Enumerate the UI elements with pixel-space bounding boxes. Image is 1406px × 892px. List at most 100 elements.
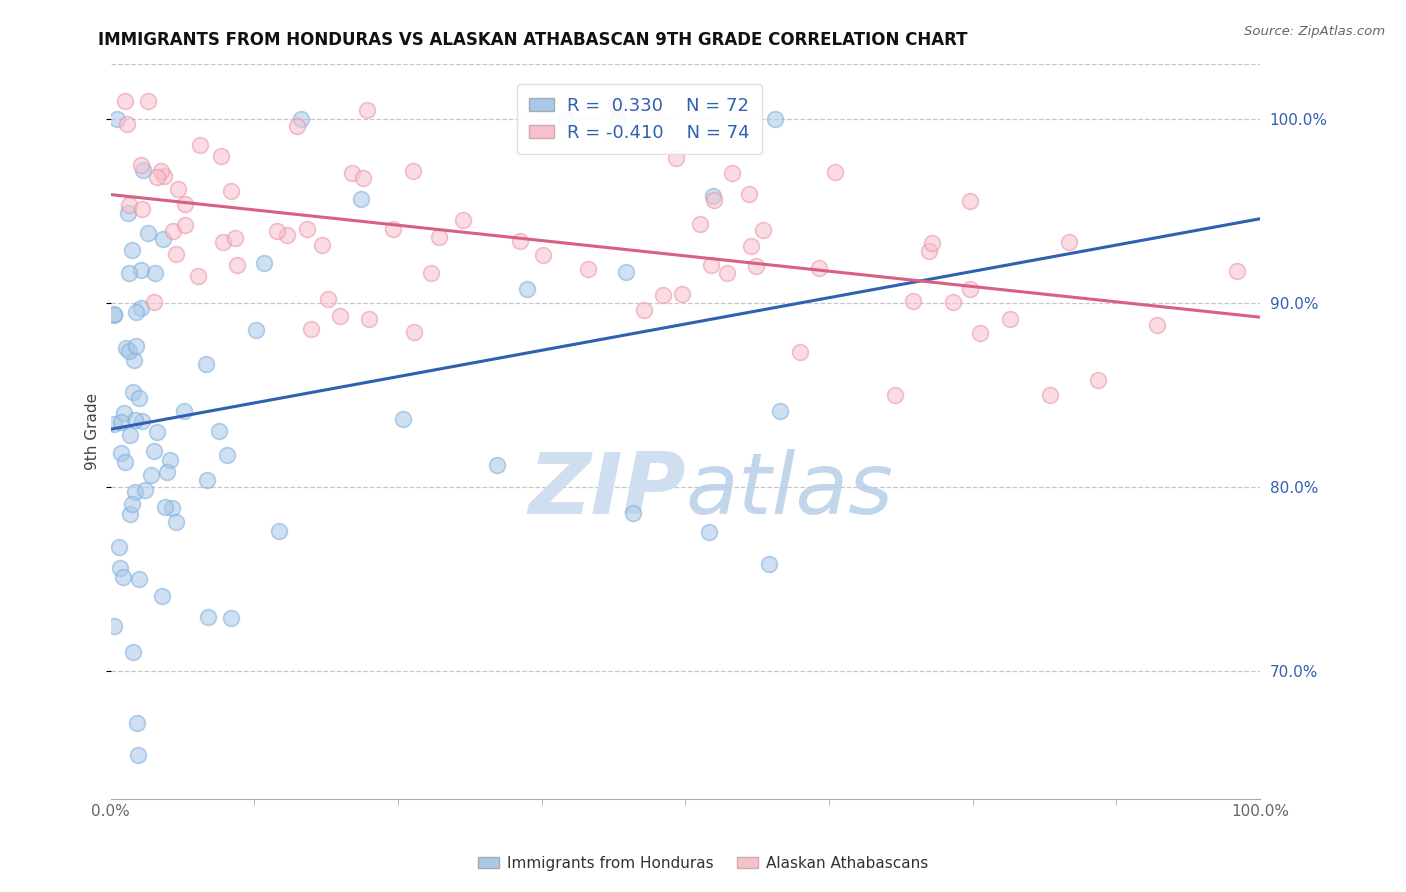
Point [959, 282, 981, 296]
Point [125, 305, 148, 319]
Point [103, 417, 125, 432]
Point [195, 473, 218, 487]
Point [253, 256, 276, 270]
Point [143, 267, 166, 281]
Point [224, 231, 246, 245]
Point [340, 166, 363, 180]
Point [118, 343, 141, 358]
Point [969, 326, 991, 340]
Point [531, 248, 554, 262]
Point [159, 453, 181, 467]
Point [165, 247, 187, 261]
Point [165, 516, 187, 530]
Point [824, 164, 846, 178]
Point [132, 163, 155, 178]
Point [1057, 235, 1080, 249]
Point [381, 222, 404, 236]
Point [215, 448, 238, 462]
Point [1146, 318, 1168, 332]
Point [103, 308, 125, 322]
Point [689, 217, 711, 231]
Point [209, 148, 232, 162]
Point [1087, 373, 1109, 387]
Point [152, 169, 174, 183]
Point [118, 266, 141, 280]
Point [352, 170, 374, 185]
Point [357, 312, 380, 326]
Point [211, 235, 233, 250]
Point [267, 524, 290, 538]
Point [152, 232, 174, 246]
Point [150, 164, 173, 178]
Point [124, 339, 146, 353]
Point [112, 406, 135, 420]
Text: Source: ZipAtlas.com: Source: ZipAtlas.com [1244, 25, 1385, 38]
Point [128, 391, 150, 405]
Point [758, 557, 780, 571]
Point [1038, 388, 1060, 402]
Point [136, 94, 159, 108]
Point [142, 444, 165, 458]
Point [136, 226, 159, 240]
Point [110, 445, 132, 459]
Point [287, 119, 309, 133]
Point [402, 325, 425, 339]
Legend: Immigrants from Honduras, Alaskan Athabascans: Immigrants from Honduras, Alaskan Athaba… [472, 850, 934, 877]
Point [145, 169, 167, 184]
Point [419, 266, 441, 280]
Point [605, 96, 627, 111]
Point [311, 238, 333, 252]
Y-axis label: 9th Grade: 9th Grade [86, 393, 100, 470]
Point [221, 611, 243, 625]
Point [124, 413, 146, 427]
Point [702, 189, 724, 203]
Point [614, 265, 637, 279]
Point [114, 455, 136, 469]
Point [808, 261, 831, 276]
Point [131, 414, 153, 428]
Point [103, 619, 125, 633]
Point [219, 185, 242, 199]
Point [173, 404, 195, 418]
Point [745, 259, 768, 273]
Point [114, 94, 136, 108]
Point [299, 321, 322, 335]
Point [118, 198, 141, 212]
Point [117, 206, 139, 220]
Point [740, 239, 762, 253]
Point [155, 500, 177, 515]
Point [509, 234, 531, 248]
Point [160, 501, 183, 516]
Point [188, 138, 211, 153]
Point [103, 307, 125, 321]
Text: ZIP: ZIP [527, 449, 686, 532]
Text: IMMIGRANTS FROM HONDURAS VS ALASKAN ATHABASCAN 9TH GRADE CORRELATION CHART: IMMIGRANTS FROM HONDURAS VS ALASKAN ATHA… [98, 31, 967, 49]
Point [129, 301, 152, 315]
Point [150, 589, 173, 603]
Point [143, 294, 166, 309]
Point [942, 294, 965, 309]
Point [917, 244, 939, 258]
Point [516, 282, 538, 296]
Point [125, 716, 148, 731]
Point [134, 483, 156, 498]
Point [108, 541, 131, 555]
Point [112, 569, 135, 583]
Point [789, 345, 811, 359]
Point [110, 415, 132, 429]
Legend: R =  0.330    N = 72, R = -0.410    N = 74: R = 0.330 N = 72, R = -0.410 N = 74 [516, 84, 762, 154]
Point [329, 309, 352, 323]
Point [665, 152, 688, 166]
Point [720, 166, 742, 180]
Point [295, 222, 318, 236]
Point [1226, 264, 1249, 278]
Point [998, 312, 1021, 326]
Point [245, 323, 267, 337]
Point [633, 303, 655, 318]
Point [703, 193, 725, 207]
Point [105, 112, 128, 127]
Point [350, 192, 373, 206]
Point [290, 112, 312, 127]
Point [752, 222, 775, 236]
Point [903, 293, 925, 308]
